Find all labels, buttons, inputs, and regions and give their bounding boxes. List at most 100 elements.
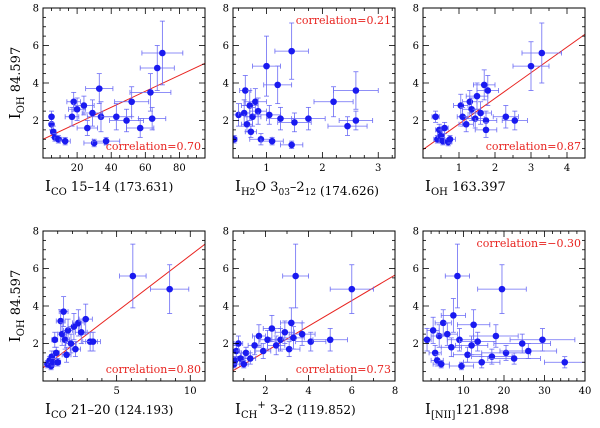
point-marker [423, 336, 431, 344]
point-marker [277, 336, 284, 344]
x-tick-label: 2 [262, 386, 268, 397]
y-tick-label: 4 [413, 302, 419, 313]
x-axis-label: ICO 15–14 (173.631) [45, 177, 173, 198]
point-marker [123, 117, 130, 124]
correlation-label: correlation=0.80 [106, 363, 201, 376]
x-tick-label: 5 [113, 386, 119, 397]
point-marker [344, 122, 351, 130]
point-marker [268, 325, 276, 332]
point-marker [246, 102, 254, 109]
point-marker [432, 113, 439, 121]
data-point [64, 106, 80, 127]
data-point [440, 121, 449, 135]
point-marker [61, 336, 69, 344]
data-point [266, 106, 295, 131]
point-marker [498, 285, 506, 293]
point-marker [288, 319, 295, 327]
point-marker [136, 124, 144, 132]
x-tick-label: 8 [392, 386, 398, 397]
data-point [288, 322, 316, 346]
point-marker [60, 308, 67, 315]
data-point [291, 106, 326, 131]
data-point [85, 331, 101, 352]
point-marker [84, 124, 91, 132]
data-point [493, 333, 551, 354]
data-point [474, 121, 498, 138]
data-point [126, 118, 155, 138]
data-point [440, 298, 466, 333]
data-point [282, 326, 305, 350]
plot-frame [232, 7, 396, 159]
y-tick-label: 2 [33, 116, 39, 127]
data-point [509, 328, 576, 352]
data-point [444, 135, 456, 144]
x-tick-label: 20 [498, 386, 511, 397]
data-point [54, 358, 62, 367]
data-point [114, 86, 150, 118]
point-marker [80, 102, 88, 109]
point-marker [128, 98, 135, 106]
data-point [244, 352, 257, 365]
point-marker [68, 113, 76, 121]
y-tick-label: 6 [223, 264, 229, 275]
data-point [249, 97, 267, 125]
point-marker [288, 47, 295, 55]
fit-line [43, 62, 205, 140]
data-point [277, 341, 301, 358]
point-marker [73, 105, 81, 113]
data-point [244, 125, 257, 138]
point-marker [255, 332, 263, 340]
point-marker [55, 135, 62, 143]
point-marker [285, 345, 293, 353]
point-marker [147, 89, 154, 96]
point-marker [241, 87, 249, 94]
data-point [267, 335, 286, 356]
panel-oh-163: 1 2 3 4 2 4 6 8 correlation=0.87 IOH 163.397 [413, 4, 586, 198]
x-tick-label: 40 [579, 386, 592, 397]
point-marker [259, 347, 267, 355]
data-point [263, 65, 293, 105]
point-marker [263, 62, 270, 70]
point-marker [129, 272, 137, 280]
point-marker [64, 327, 72, 334]
point-marker [441, 124, 448, 132]
point-marker [237, 355, 244, 362]
data-point [487, 352, 541, 365]
x-tick-label: 2 [492, 163, 498, 174]
data-point [92, 136, 121, 146]
point-marker [281, 328, 289, 336]
point-marker [466, 98, 474, 106]
data-point [280, 307, 303, 339]
point-marker [166, 285, 173, 293]
point-marker [288, 141, 295, 149]
point-marker [446, 135, 454, 143]
y-tick-label: 8 [33, 227, 39, 238]
x-axis-label: IOH 163.397 [425, 177, 506, 198]
data-point [252, 35, 281, 97]
point-marker [246, 355, 254, 362]
point-marker [82, 315, 90, 323]
point-marker [89, 338, 97, 345]
x-tick-label: 6 [349, 386, 355, 397]
point-marker [290, 334, 297, 342]
point-marker [242, 349, 250, 357]
data-point [280, 140, 304, 150]
x-tick-label: 1 [456, 163, 462, 174]
plot-frame [232, 230, 396, 382]
y-tick-label: 4 [223, 302, 229, 313]
data-point [477, 264, 527, 314]
point-marker [75, 319, 82, 327]
y-tick-label: 6 [33, 264, 39, 275]
point-marker [437, 360, 445, 368]
panel-co-21-20: 5 10 2 4 6 8 correlation=0.80 ICO 21–20 (124.19… [6, 227, 206, 421]
data-point [83, 138, 105, 148]
correlation-label: correlation=0.87 [486, 140, 581, 153]
data-point [327, 116, 368, 136]
data-point [69, 341, 81, 358]
y-tick-label: 4 [413, 79, 419, 90]
point-marker [254, 107, 262, 115]
point-marker [249, 113, 256, 121]
point-marker [462, 120, 470, 128]
panel-co-15-14: 20 40 60 80 2 4 6 8 correlation=0.70 ICO 15–14 (1… [6, 4, 206, 198]
